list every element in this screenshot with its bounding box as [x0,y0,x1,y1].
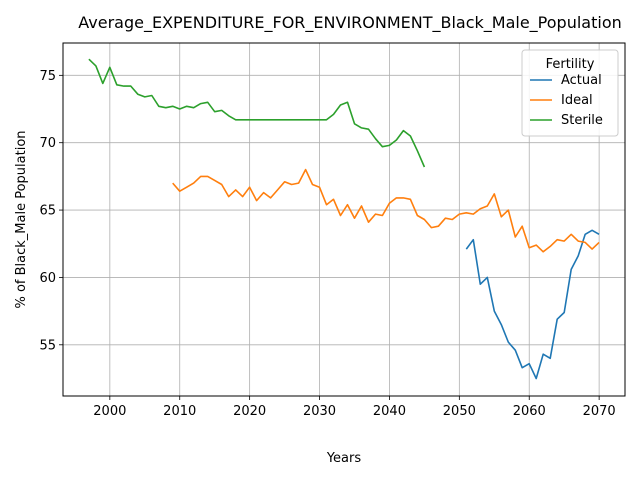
y-axis-title: % of Black_Male Population [14,130,29,308]
x-tick-label: 2020 [233,404,266,419]
y-tick-label: 75 [39,69,56,84]
x-tick-label: 2000 [93,404,126,419]
x-axis-title: Years [326,451,362,466]
legend-title: Fertility [546,57,595,72]
x-tick-label: 2050 [443,404,476,419]
legend-label-ideal: Ideal [561,93,593,108]
x-tick-label: 2010 [163,404,196,419]
y-ticks: 55 60 65 70 75 [39,69,63,353]
y-tick-label: 55 [39,338,56,353]
series-lines [88,58,600,380]
x-tick-label: 2040 [373,404,406,419]
x-tick-label: 2060 [513,404,546,419]
y-tick-label: 65 [39,204,56,219]
x-tick-label: 2030 [303,404,336,419]
legend: Fertility Actual Ideal Sterile [521,49,619,137]
series-line-sterile [88,58,426,168]
series-line-ideal [172,168,600,253]
chart-title: Average_EXPENDITURE_FOR_ENVIRONMENT_Blac… [78,13,622,33]
x-tick-label: 2070 [583,404,616,419]
series-line-actual [465,229,600,380]
x-ticks: 2000 2010 2020 2030 2040 2050 2060 2070 [93,396,616,419]
y-tick-label: 60 [39,271,56,286]
legend-label-sterile: Sterile [561,113,603,128]
legend-label-actual: Actual [561,73,602,88]
legend-box [521,49,619,137]
plot-frame [62,42,626,397]
y-tick-label: 70 [39,136,56,151]
